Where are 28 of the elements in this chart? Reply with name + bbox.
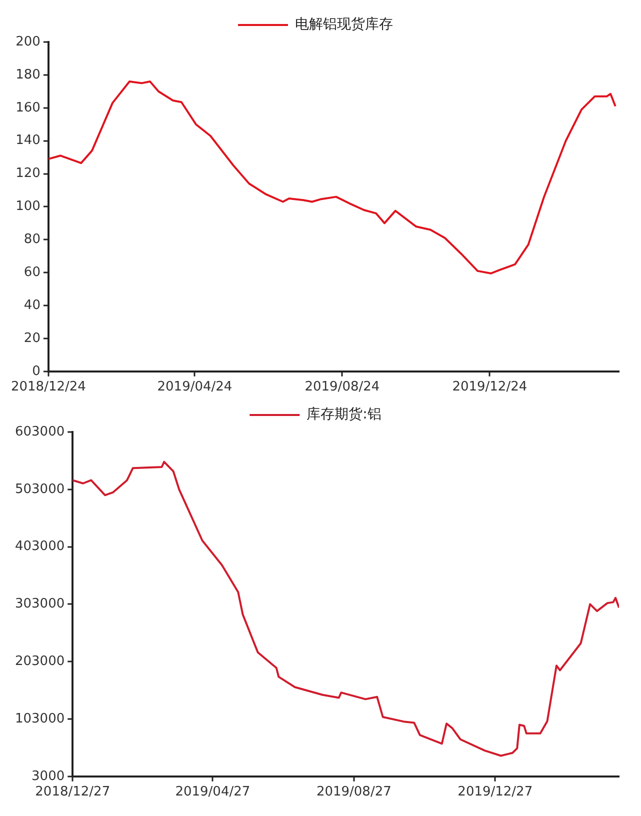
legend-label: 电解铝现货库存 — [295, 16, 393, 33]
y-tick-label: 120 — [16, 166, 40, 182]
y-tick-label: 503000 — [14, 482, 65, 497]
y-tick-label: 100 — [16, 199, 40, 214]
y-tick-label: 0 — [32, 364, 40, 379]
y-tick-label: 103000 — [14, 711, 65, 726]
x-tick-label: 2019/04/27 — [175, 784, 250, 800]
y-tick-label: 200 — [16, 34, 40, 50]
y-tick-label: 80 — [24, 232, 40, 248]
y-tick-label: 180 — [16, 67, 40, 82]
x-tick-label: 2018/12/24 — [10, 380, 86, 395]
y-tick-label: 60 — [24, 264, 40, 280]
y-tick-label: 3000 — [32, 768, 65, 784]
x-tick-label: 2019/04/24 — [157, 380, 232, 395]
y-tick-label: 403000 — [14, 539, 65, 554]
y-tick-label: 20 — [24, 330, 40, 346]
x-tick-label: 2019/08/27 — [316, 784, 392, 800]
y-tick-label: 40 — [24, 298, 40, 313]
legend-label: 库存期货:铝 — [306, 406, 382, 423]
y-tick-label: 603000 — [14, 424, 65, 440]
x-tick-label: 2019/12/27 — [458, 784, 533, 800]
x-tick-label: 2018/12/27 — [35, 784, 110, 800]
x-tick-label: 2019/12/24 — [452, 380, 528, 395]
x-tick-label: 2019/08/24 — [304, 380, 380, 395]
y-tick-label: 140 — [16, 133, 40, 148]
y-tick-label: 160 — [16, 100, 40, 116]
y-tick-label: 203000 — [14, 654, 65, 669]
y-tick-label: 303000 — [14, 596, 65, 612]
